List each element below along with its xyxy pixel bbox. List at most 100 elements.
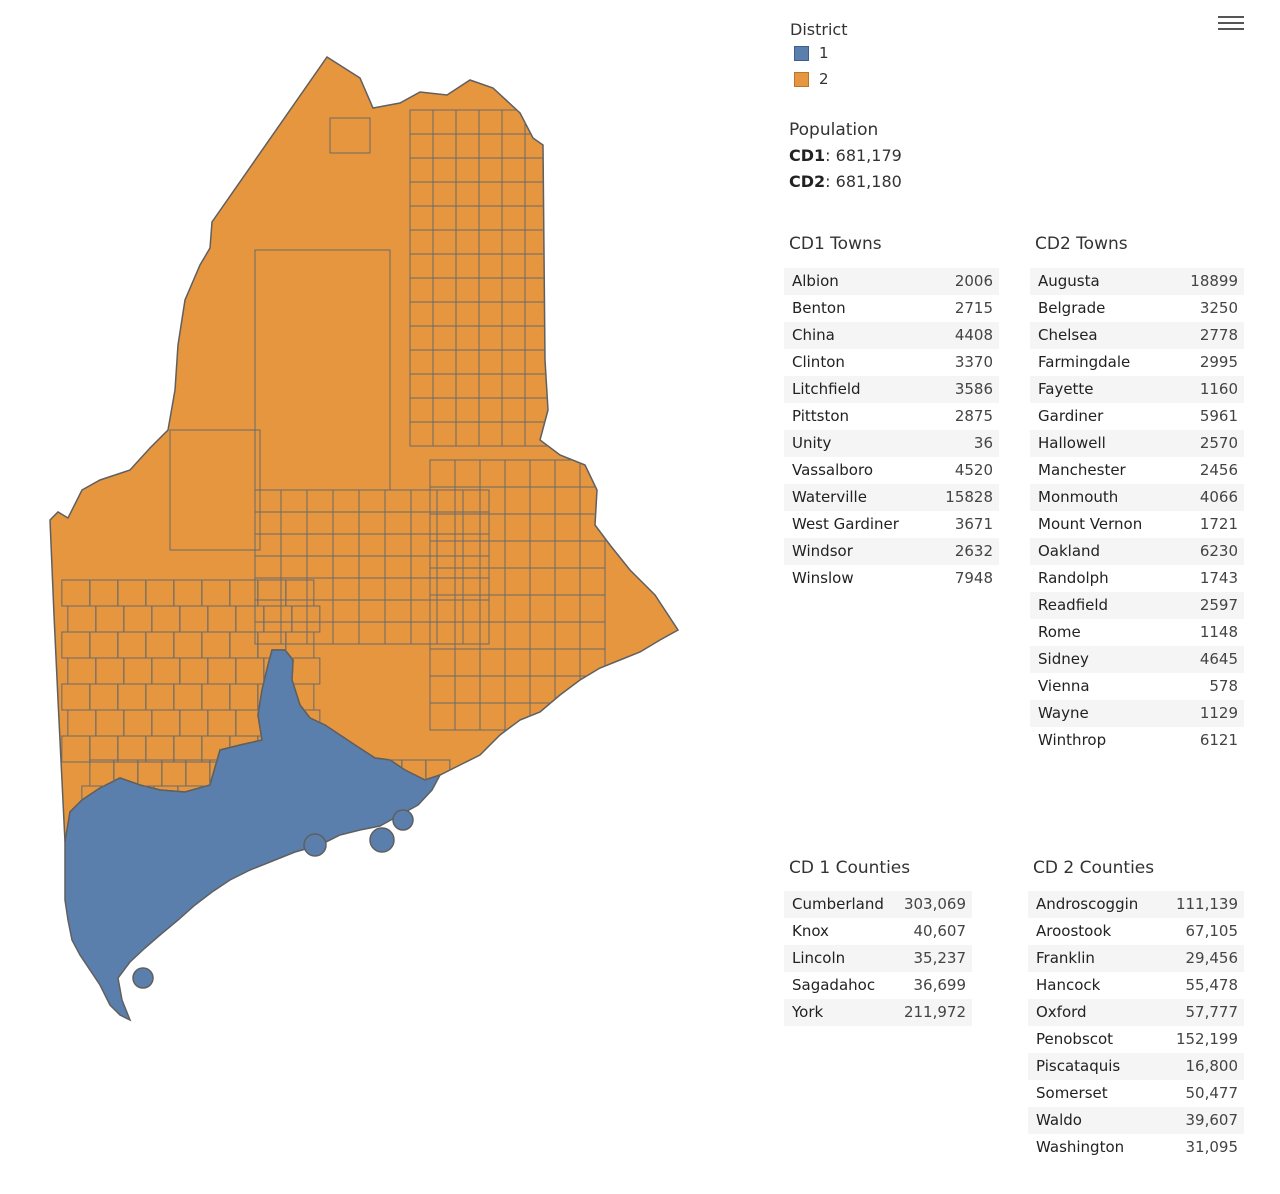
table-row[interactable]: Oxford 57,777: [1028, 999, 1244, 1026]
table-row[interactable]: Aroostook 67,105: [1028, 918, 1244, 945]
town-boundary: [254, 249, 391, 491]
table-row[interactable]: Gardiner 5961: [1030, 403, 1244, 430]
row-name: China: [792, 326, 835, 344]
row-value: 4520: [954, 461, 993, 479]
table-row[interactable]: Somerset 50,477: [1028, 1080, 1244, 1107]
table-row[interactable]: Knox 40,607: [784, 918, 972, 945]
table-row[interactable]: Lincoln 35,237: [784, 945, 972, 972]
cd2-towns-title: CD2 Towns: [1035, 234, 1128, 254]
table-row[interactable]: Washington 31,095: [1028, 1134, 1244, 1161]
table-row[interactable]: Sagadahoc 36,699: [784, 972, 972, 999]
table-row[interactable]: Windsor 2632: [784, 538, 999, 565]
row-name: Fayette: [1038, 380, 1094, 398]
town-boundary: [378, 916, 402, 942]
town-boundary: [169, 429, 261, 551]
town-boundary: [282, 864, 306, 890]
cd2-counties-table: Androscoggin 111,139 Aroostook 67,105 Frankl…: [1028, 891, 1244, 1161]
row-value: 6230: [1199, 542, 1238, 560]
row-name: Farmingdale: [1038, 353, 1131, 371]
row-value: 3370: [954, 353, 993, 371]
table-row[interactable]: Penobscot 152,199: [1028, 1026, 1244, 1053]
table-row[interactable]: Chelsea 2778: [1030, 322, 1244, 349]
row-value: 578: [1209, 677, 1238, 695]
town-boundary: [274, 890, 298, 916]
table-row[interactable]: Augusta 18899: [1030, 268, 1244, 295]
district-2-region[interactable]: [49, 55, 680, 843]
row-value: 15828: [945, 488, 993, 506]
table-row[interactable]: Hallowell 2570: [1030, 430, 1244, 457]
town-boundary: [306, 864, 330, 890]
table-row[interactable]: Piscataquis 16,800: [1028, 1053, 1244, 1080]
row-value: 1721: [1199, 515, 1238, 533]
table-row[interactable]: Winthrop 6121: [1030, 727, 1244, 754]
table-row[interactable]: Farmingdale 2995: [1030, 349, 1244, 376]
town-boundary: [282, 916, 306, 942]
legend-title: District: [790, 20, 848, 39]
row-value: 1743: [1199, 569, 1238, 587]
island-marker: [369, 827, 395, 853]
table-row[interactable]: Litchfield 3586: [784, 376, 999, 403]
row-value: 211,972: [903, 1003, 966, 1021]
table-row[interactable]: Waterville 15828: [784, 484, 999, 511]
town-boundary: [306, 916, 330, 942]
table-row[interactable]: Waldo 39,607: [1028, 1107, 1244, 1134]
row-name: Sagadahoc: [792, 976, 876, 994]
town-boundary: [250, 942, 274, 968]
table-row[interactable]: Hancock 55,478: [1028, 972, 1244, 999]
population-cd2: CD2: 681,180: [789, 172, 902, 191]
table-row[interactable]: Sidney 4645: [1030, 646, 1244, 673]
table-row[interactable]: Belgrade 3250: [1030, 295, 1244, 322]
town-boundary: [417, 837, 443, 842]
table-row[interactable]: Benton 2715: [784, 295, 999, 322]
table-row[interactable]: Androscoggin 111,139: [1028, 891, 1244, 918]
table-row[interactable]: Oakland 6230: [1030, 538, 1244, 565]
maine-district-map[interactable]: [40, 40, 700, 1040]
town-boundary: [250, 890, 274, 916]
row-name: Albion: [792, 272, 839, 290]
row-name: Washington: [1036, 1138, 1125, 1156]
row-value: 2006: [954, 272, 993, 290]
table-row[interactable]: Randolph 1743: [1030, 565, 1244, 592]
table-row[interactable]: Winslow 7948: [784, 565, 999, 592]
table-row[interactable]: Vassalboro 4520: [784, 457, 999, 484]
table-row[interactable]: Franklin 29,456: [1028, 945, 1244, 972]
town-boundary: [210, 916, 234, 942]
table-row[interactable]: Readfield 2597: [1030, 592, 1244, 619]
table-row[interactable]: Clinton 3370: [784, 349, 999, 376]
table-row[interactable]: Mount Vernon 1721: [1030, 511, 1244, 538]
district-1-region[interactable]: [64, 649, 442, 1022]
row-name: Penobscot: [1036, 1030, 1114, 1048]
row-value: 1129: [1199, 704, 1238, 722]
table-row[interactable]: Cumberland 303,069: [784, 891, 972, 918]
row-name: Sidney: [1038, 650, 1089, 668]
table-row[interactable]: Pittston 2875: [784, 403, 999, 430]
table-row[interactable]: Wayne 1129: [1030, 700, 1244, 727]
table-row[interactable]: Rome 1148: [1030, 619, 1244, 646]
row-value: 2875: [954, 407, 993, 425]
row-name: Knox: [792, 922, 829, 940]
table-row[interactable]: China 4408: [784, 322, 999, 349]
hamburger-menu-icon[interactable]: [1218, 12, 1244, 34]
population-title: Population: [789, 120, 879, 140]
legend-item-district-2[interactable]: 2: [794, 70, 829, 88]
row-value: 1148: [1199, 623, 1238, 641]
table-row[interactable]: Manchester 2456: [1030, 457, 1244, 484]
row-value: 111,139: [1175, 895, 1238, 913]
table-row[interactable]: Fayette 1160: [1030, 376, 1244, 403]
population-cd1: CD1: 681,179: [789, 146, 902, 165]
table-row[interactable]: Monmouth 4066: [1030, 484, 1244, 511]
town-boundary: [579, 702, 606, 731]
row-name: Vassalboro: [792, 461, 873, 479]
table-row[interactable]: Albion 2006: [784, 268, 999, 295]
table-row[interactable]: Vienna 578: [1030, 673, 1244, 700]
table-row[interactable]: Unity 36: [784, 430, 999, 457]
table-row[interactable]: York 211,972: [784, 999, 972, 1026]
legend-item-district-1[interactable]: 1: [794, 44, 829, 62]
row-name: Gardiner: [1038, 407, 1104, 425]
row-value: 303,069: [903, 895, 966, 913]
row-value: 3586: [954, 380, 993, 398]
row-name: Waldo: [1036, 1111, 1082, 1129]
population-cd2-value: : 681,180: [825, 172, 902, 191]
row-name: Piscataquis: [1036, 1057, 1121, 1075]
table-row[interactable]: West Gardiner 3671: [784, 511, 999, 538]
